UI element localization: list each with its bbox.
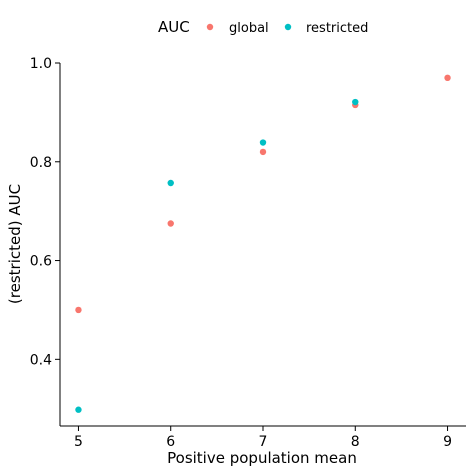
x-axis-ticks: 5 6 7 8 9 bbox=[74, 426, 452, 450]
y-tick-label: 0.6 bbox=[30, 254, 52, 270]
data-point-global bbox=[259, 148, 267, 156]
data-point-global bbox=[444, 74, 451, 82]
legend-label-global: global bbox=[229, 21, 269, 36]
legend: AUC global restricted bbox=[158, 18, 368, 36]
data-point-global bbox=[167, 220, 174, 227]
legend-title: AUC bbox=[158, 18, 190, 36]
data-points bbox=[75, 74, 451, 413]
x-axis-title: Positive population mean bbox=[167, 449, 357, 467]
legend-marker-restricted bbox=[284, 23, 292, 31]
data-point-restricted bbox=[259, 139, 267, 146]
x-tick-label: 5 bbox=[74, 434, 83, 450]
x-tick-label: 7 bbox=[259, 434, 268, 450]
legend-label-restricted: restricted bbox=[306, 21, 368, 36]
y-axis-title: (restricted) AUC bbox=[6, 184, 24, 304]
x-tick-label: 8 bbox=[351, 434, 360, 450]
x-tick-label: 9 bbox=[443, 434, 452, 450]
legend-marker-global bbox=[206, 23, 214, 31]
y-axis-ticks: 0.4 0.6 0.8 1.0 bbox=[30, 56, 60, 368]
y-tick-label: 0.4 bbox=[30, 352, 52, 368]
y-tick-label: 1.0 bbox=[30, 56, 52, 72]
data-point-restricted bbox=[75, 406, 82, 413]
data-point-restricted bbox=[352, 98, 359, 106]
y-tick-label: 0.8 bbox=[30, 155, 52, 171]
x-tick-label: 6 bbox=[166, 434, 175, 450]
data-point-restricted bbox=[167, 179, 174, 187]
data-point-global bbox=[75, 306, 82, 314]
